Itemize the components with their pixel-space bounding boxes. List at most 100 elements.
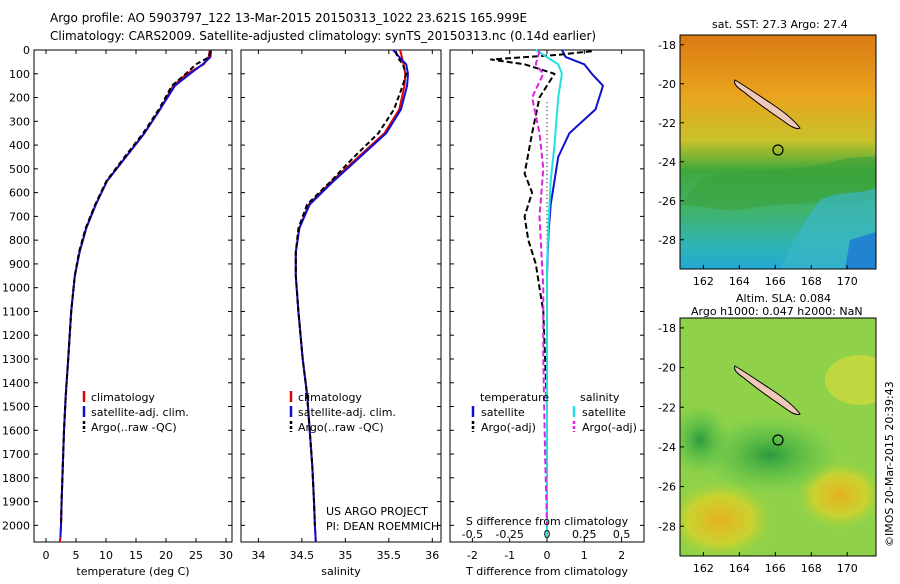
map-sla-lon-tick-label: 170 [837,562,858,575]
depth-tick-label: 1500 [2,401,30,414]
difference-s-tick-label: 0.5 [613,528,631,541]
temperature-x-tick-label: 10 [99,549,113,562]
difference-series-s-satellite [535,49,563,538]
salinity-x-axis-label: salinity [321,565,361,578]
difference-series-s-argo-adj- [531,50,548,526]
map-sla-lat-tick-label: -22 [658,401,676,414]
depth-tick-label: 700 [9,210,30,223]
map-sla-lon-tick-label: 164 [729,562,750,575]
difference-legend-label: Argo(-adj) [582,421,637,434]
map-sst-lat-tick-label: -28 [658,234,676,247]
difference-s-tick-label: 0.25 [572,528,597,541]
map-sla-lon-tick-label: 168 [801,562,822,575]
salinity-x-tick-label: 34 [251,549,265,562]
difference-x-axis-label: T difference from climatology [465,565,628,578]
map-sst-frame [679,34,877,270]
salinity-legend-label: climatology [298,391,362,404]
difference-series-t-argo-adj- [490,50,592,526]
sla-map-yellow-patch [825,355,876,405]
difference-x-tick-label: -1 [504,549,515,562]
temperature-series-argo-raw-qc- [60,51,212,526]
sla-map-title-line1: Altim. SLA: 0.084 [736,292,831,305]
temperature-x-tick-label: 0 [43,549,50,562]
depth-tick-label: 300 [9,115,30,128]
map-sst-lon-tick-label: 170 [837,275,858,288]
map-sst-lon-tick-label: 168 [801,275,822,288]
depth-tick-label: 1300 [2,353,30,366]
sla-new-caledonia-island [734,365,801,415]
sla-map-image [680,318,876,556]
map-sla-lon-tick-label: 166 [765,562,786,575]
sla-map-low-anomaly-west [680,405,730,475]
depth-tick-label: 1700 [2,448,30,461]
temperature-legend-label: satellite-adj. clim. [91,406,189,419]
difference-legend-heading-t: temperature [480,391,549,404]
map-sst-lat-tick-label: -26 [658,195,676,208]
difference-x-tick-label: 2 [618,549,625,562]
depth-tick-label: 1100 [2,305,30,318]
difference-x-tick-label: -2 [467,549,478,562]
difference-s-axis-label: S difference from climatology [466,515,629,528]
map-sst-lon-tick-label: 164 [729,275,750,288]
depth-tick-label: 600 [9,187,30,200]
salinity-series-argo-raw-qc- [294,50,408,526]
sla-argo-position-marker [772,434,784,446]
sla-map-low-anomaly-center [700,415,840,495]
sla-map-overlay [734,365,801,446]
map-sst-lat-tick-label: -22 [658,117,676,130]
sst-map-blue-area [845,232,876,269]
temperature-profile-panel: 0 5 10 15 20 25 300100200300400500600700800900… [2,44,233,578]
temperature-x-axis-label: temperature (deg C) [76,565,189,578]
difference-x-tick-label: 0 [544,549,551,562]
map-sla-lat-tick-label: -24 [658,441,676,454]
map-sst-lat-tick-label: -18 [658,39,676,52]
temperature-legend-label: climatology [91,391,155,404]
temperature-x-tick-label: 25 [189,549,203,562]
difference-s-tick-label: -0.5 [462,528,483,541]
depth-tick-label: 2000 [2,519,30,532]
depth-tick-label: 0 [23,44,30,57]
imos-credit: ©IMOS 20-Mar-2015 20:39:43 [883,381,896,547]
sst-map-green-band [680,156,876,211]
temperature-x-tick-label: 20 [159,549,173,562]
depth-tick-label: 200 [9,92,30,105]
temperature-plot-frame [33,49,233,543]
depth-tick-label: 1900 [2,496,30,509]
salinity-x-tick-label: 34.5 [290,549,315,562]
map-sla-lat-tick-label: -18 [658,322,676,335]
map-sla-lat-tick-label: -20 [658,362,676,375]
salinity-legend-label: satellite-adj. clim. [298,406,396,419]
difference-legend-label: satellite [481,406,525,419]
difference-legend-label: Argo(-adj) [481,421,536,434]
temperature-x-tick-label: 5 [73,549,80,562]
pi-label: PI: DEAN ROEMMICH [326,520,439,533]
map-sst-lat-tick-label: -20 [658,78,676,91]
difference-s-tick-label: 0 [544,528,551,541]
temperature-x-tick-label: 30 [219,549,233,562]
depth-tick-label: 800 [9,234,30,247]
temperature-legend-label: Argo(..raw -QC) [91,421,177,434]
map-sst-lat-tick-label: -24 [658,156,676,169]
difference-legend-heading-s: salinity [580,391,620,404]
sla-map-axes: 162 164 166 168 170 -18 -20 -22 -24 -26 -28 [658,317,877,575]
salinity-legend-label: Argo(..raw -QC) [298,421,384,434]
figure-title-line1: Argo profile: AO 5903797_122 13-Mar-2015… [50,11,527,25]
map-sst-lon-tick-label: 162 [693,275,714,288]
difference-x-tick-label: 1 [581,549,588,562]
depth-tick-label: 100 [9,68,30,81]
salinity-x-tick-label: 36 [425,549,439,562]
figure-title-line2: Climatology: CARS2009. Satellite-adjuste… [50,29,596,43]
difference-profile-panel: -2 -1 0 1 2 T difference from climatology temp… [449,49,645,578]
temperature-x-tick-label: 15 [129,549,143,562]
salinity-x-tick-label: 35.5 [377,549,402,562]
sst-map-image [680,35,876,269]
depth-tick-label: 500 [9,163,30,176]
sla-map-high-anomaly-sw [680,480,775,556]
depth-tick-label: 1400 [2,377,30,390]
depth-tick-label: 1200 [2,329,30,342]
depth-tick-label: 400 [9,139,30,152]
sla-map-title-line2: Argo h1000: 0.047 h2000: NaN [691,305,863,318]
sst-new-caledonia-island [734,79,801,129]
